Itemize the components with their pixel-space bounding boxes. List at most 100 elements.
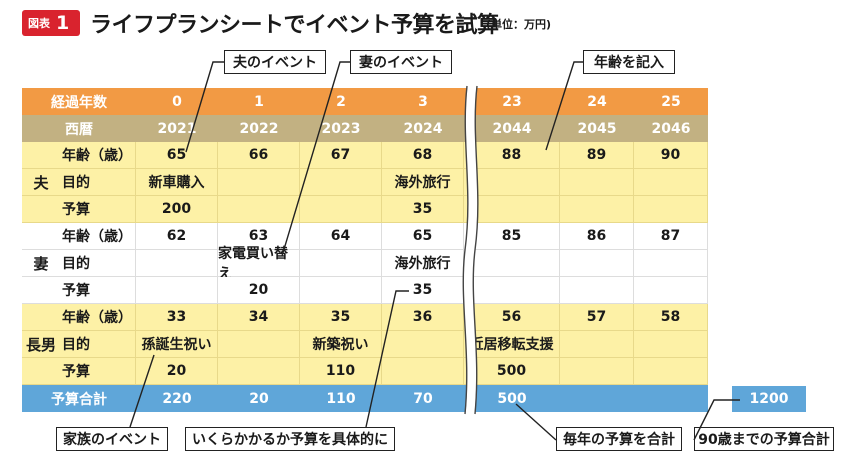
group-label: 妻	[33, 255, 49, 273]
table-cell: 85	[464, 223, 560, 250]
table-cell	[300, 277, 382, 304]
row-label: 年齢（歳）	[22, 142, 136, 169]
table-cell: 65	[382, 223, 464, 250]
table-cell: 2024	[382, 115, 464, 142]
figure-badge-label: 図表	[28, 17, 50, 30]
table-cell	[300, 250, 382, 277]
row-label: 予算合計	[22, 385, 136, 412]
table-cell: 家電買い替え	[218, 246, 300, 282]
table-cell: 近居移転支援	[464, 331, 560, 358]
table-cell	[136, 277, 218, 304]
table-cell	[382, 331, 464, 358]
row-label: 目的	[22, 331, 136, 358]
table-cell: 新車購入	[136, 169, 218, 196]
callout-family-events: 家族のイベント	[56, 427, 168, 451]
table-cell	[634, 331, 708, 358]
table-cell	[634, 358, 708, 385]
table-cell	[136, 250, 218, 277]
row-label: 年齢（歳）	[22, 223, 136, 250]
table-cell: 2	[300, 88, 382, 115]
table-row: 予算 20 35	[22, 277, 708, 304]
table-cell: 90	[634, 142, 708, 169]
table-cell	[560, 277, 634, 304]
table-cell	[634, 277, 708, 304]
table-cell: 2023	[300, 115, 382, 142]
figure-badge: 図表 1	[22, 10, 80, 36]
grand-total-cell: 1200	[732, 386, 806, 412]
table-row: 年齢（歳） 62 63 64 65 85 86 87	[22, 223, 708, 250]
table-row: 予算 200 35	[22, 196, 708, 223]
table-cell: 1	[218, 88, 300, 115]
table-cell	[464, 169, 560, 196]
table-cell	[560, 385, 634, 412]
page-title: ライフプランシートでイベント予算を試算	[90, 13, 499, 38]
table-cell: 新築祝い	[300, 331, 382, 358]
table-cell: 68	[382, 142, 464, 169]
table-cell: 孫誕生祝い	[136, 331, 218, 358]
callout-husband-events: 夫のイベント	[224, 50, 326, 74]
callout-specific-budget: いくらかかるか予算を具体的に	[185, 427, 395, 451]
table-cell: 24	[560, 88, 634, 115]
table-row: 年齢（歳） 65 66 67 68 88 89 90	[22, 142, 708, 169]
table-cell	[382, 358, 464, 385]
table-cell: 2046	[634, 115, 708, 142]
total-row: 予算合計 220 20 110 70 500	[22, 385, 708, 412]
table-cell	[464, 196, 560, 223]
table-cell: 2021	[136, 115, 218, 142]
table-cell: 57	[560, 304, 634, 331]
table-cell: 35	[382, 196, 464, 223]
header-row-elapsed: 経過年数 0 1 2 3 23 24 25	[22, 88, 708, 115]
callout-total-to-90: 90歳までの予算合計	[694, 427, 834, 451]
table-cell: 35	[300, 304, 382, 331]
table-cell: 200	[136, 196, 218, 223]
table-cell: 65	[136, 142, 218, 169]
table-cell: 56	[464, 304, 560, 331]
table-cell: 500	[464, 385, 560, 412]
table-cell: 23	[464, 88, 560, 115]
row-label: 目的	[22, 169, 136, 196]
table-cell	[218, 331, 300, 358]
callout-yearly-total: 毎年の予算を合計	[556, 427, 682, 451]
table-cell: 20	[218, 385, 300, 412]
row-label: 予算	[22, 277, 136, 304]
group-label: 夫	[33, 174, 49, 192]
table-cell	[464, 277, 560, 304]
row-label: 西暦	[22, 115, 136, 142]
table-cell: 110	[300, 385, 382, 412]
table-cell: 89	[560, 142, 634, 169]
table-cell	[560, 169, 634, 196]
row-label: 経過年数	[22, 88, 136, 115]
table-row: 年齢（歳） 33 34 35 36 56 57 58	[22, 304, 708, 331]
table-cell: 36	[382, 304, 464, 331]
table-cell	[560, 331, 634, 358]
table-cell: 220	[136, 385, 218, 412]
table-cell: 34	[218, 304, 300, 331]
table-cell: 87	[634, 223, 708, 250]
header-row-year: 西暦 2021 2022 2023 2024 2044 2045 2046	[22, 115, 708, 142]
figure-badge-number: 1	[56, 12, 70, 34]
table-cell	[218, 196, 300, 223]
table-cell: 海外旅行	[382, 169, 464, 196]
table-cell	[218, 169, 300, 196]
table-cell: 86	[560, 223, 634, 250]
table-row: 目的 新車購入 海外旅行	[22, 169, 708, 196]
table-cell	[634, 385, 708, 412]
table-cell: 500	[464, 358, 560, 385]
table-row: 目的 家電買い替え 海外旅行	[22, 246, 708, 282]
table-cell: 35	[382, 277, 464, 304]
table-cell	[560, 358, 634, 385]
table-cell: 88	[464, 142, 560, 169]
table-cell: 58	[634, 304, 708, 331]
table-cell: 2045	[560, 115, 634, 142]
row-label: 目的	[22, 250, 136, 277]
row-label: 予算	[22, 358, 136, 385]
table-cell: 3	[382, 88, 464, 115]
table-cell: 66	[218, 142, 300, 169]
table-cell: 20	[218, 277, 300, 304]
row-label: 予算	[22, 196, 136, 223]
table-cell: 2044	[464, 115, 560, 142]
table-cell	[464, 250, 560, 277]
group-label: 長男	[25, 336, 56, 354]
table-cell	[634, 250, 708, 277]
callout-enter-age: 年齢を記入	[583, 50, 675, 74]
